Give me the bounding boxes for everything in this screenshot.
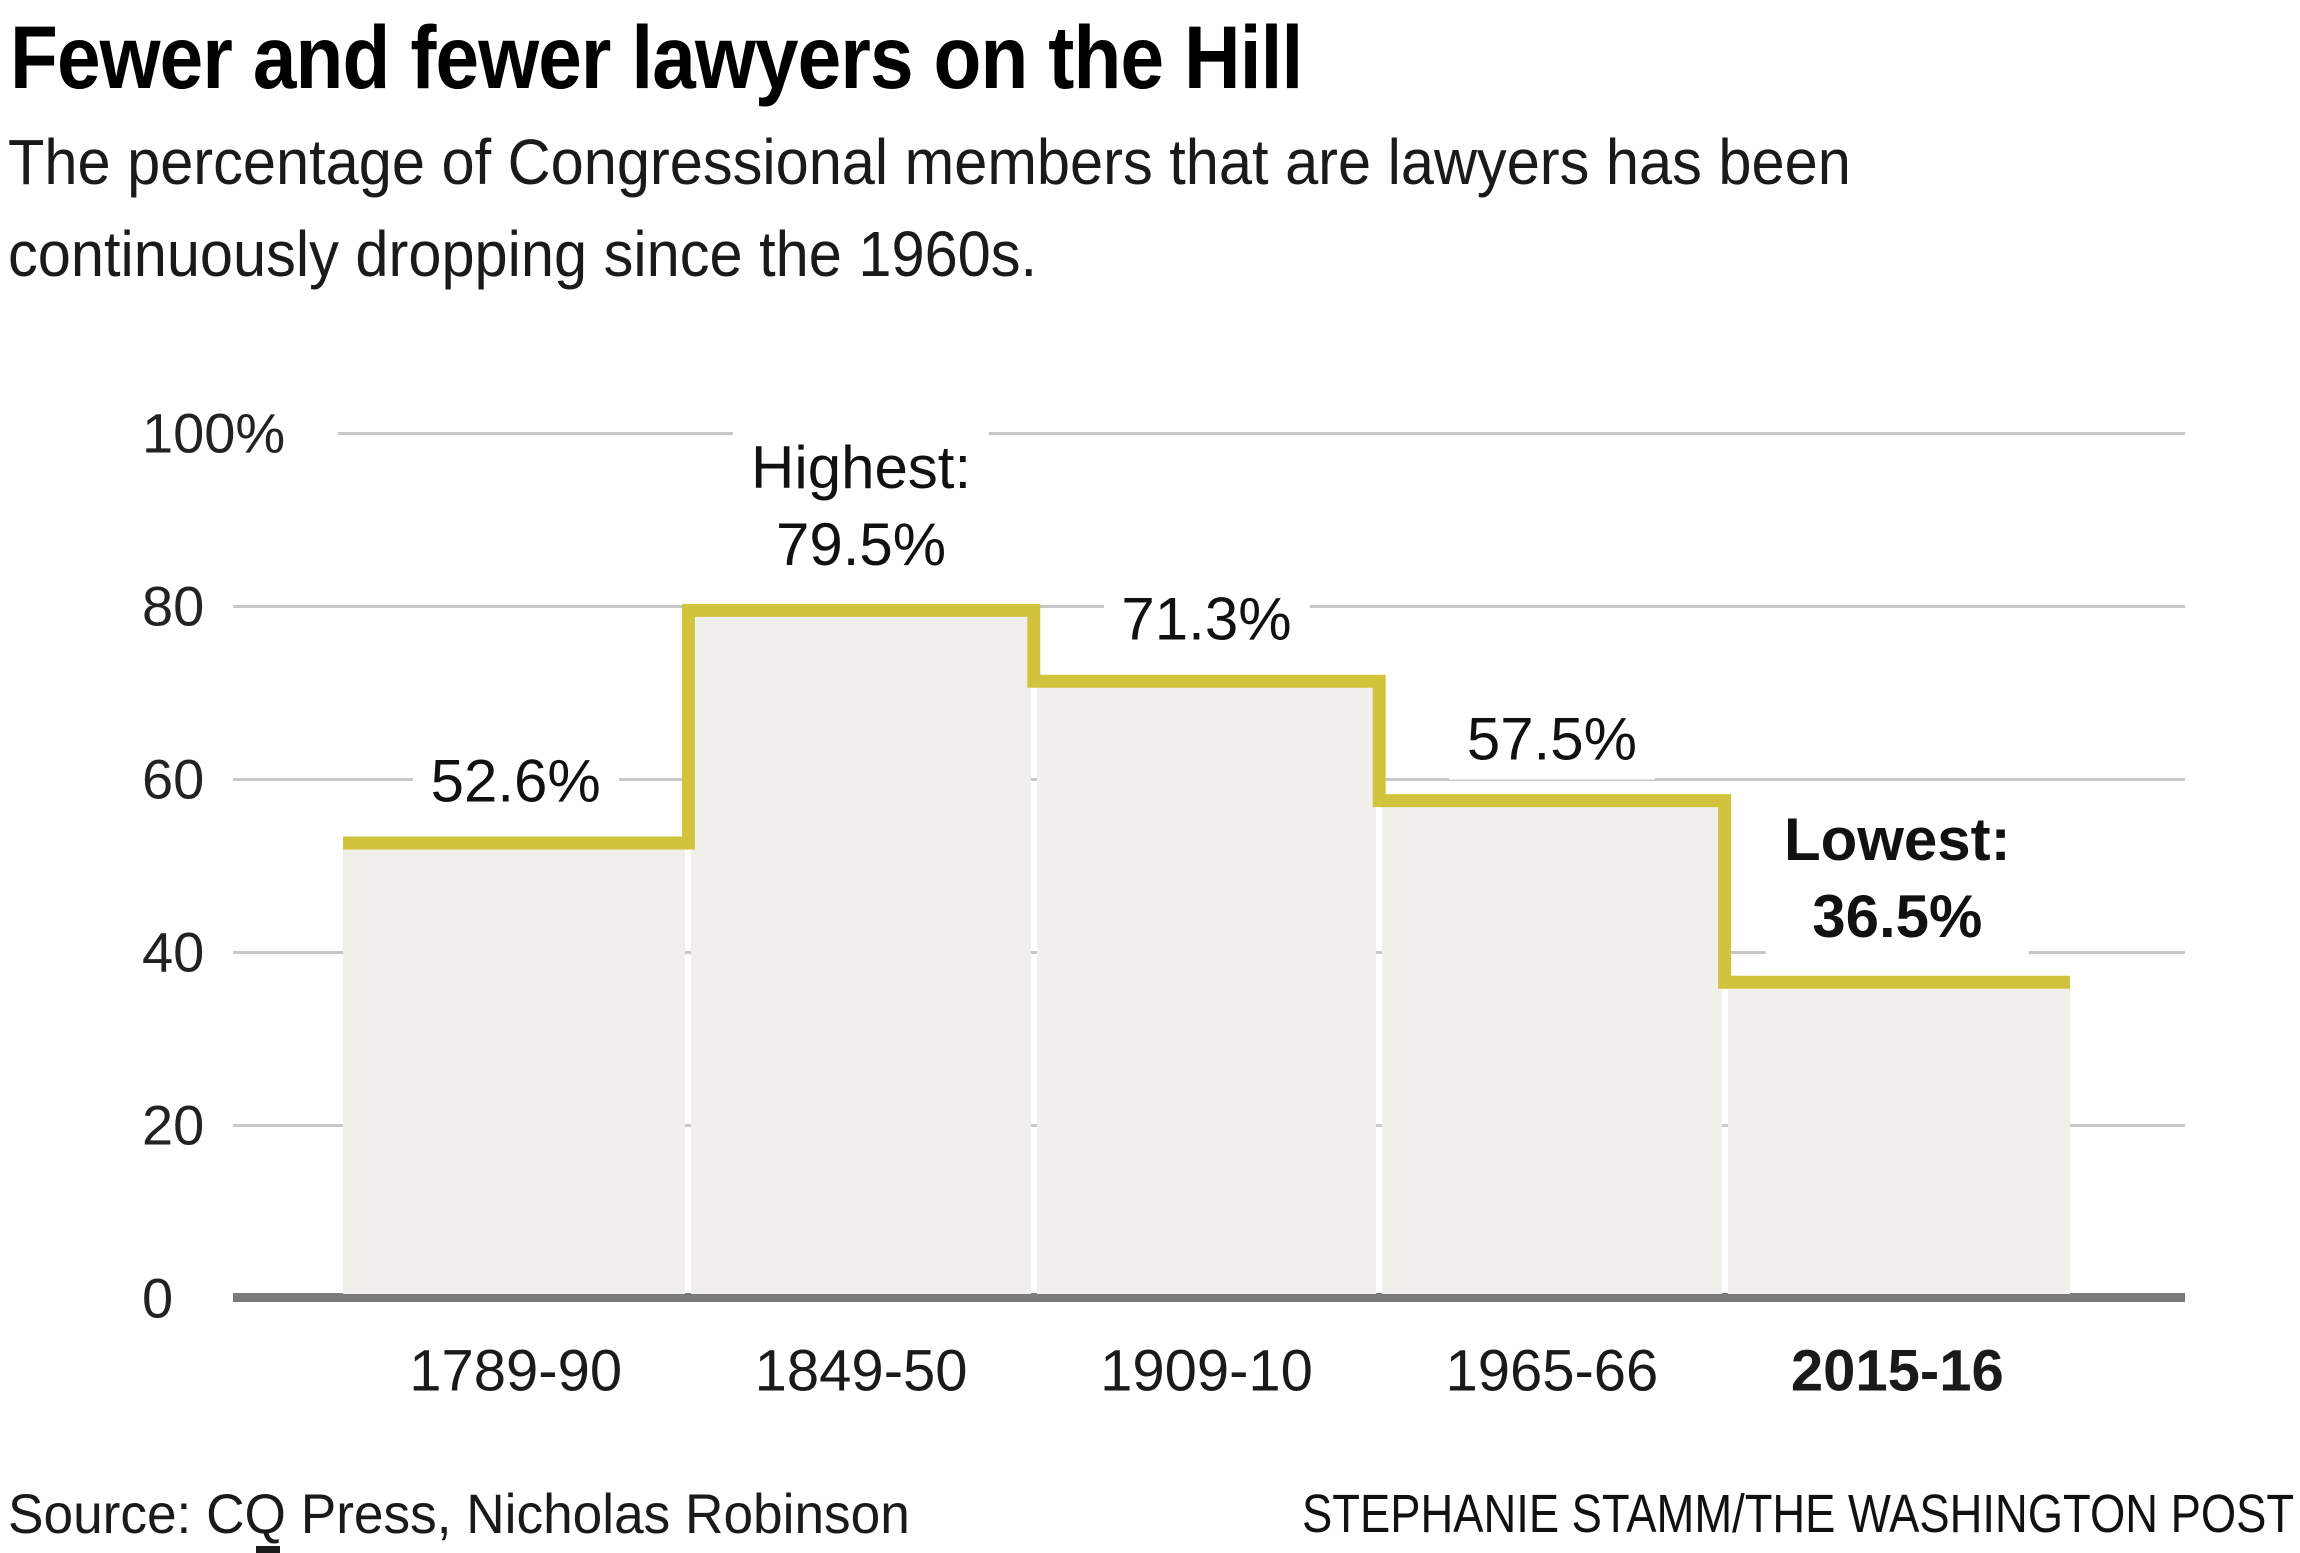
bar — [1382, 800, 1722, 1294]
x-axis-tick-label: 1789-90 — [409, 1338, 623, 1404]
bar-value-line: 71.3% — [1121, 585, 1292, 653]
y-axis-tick-label: 100% — [142, 401, 286, 465]
bar — [1727, 982, 2070, 1294]
subtitle-line-2: continuously dropping since the 1960s. — [8, 218, 1038, 290]
x-axis-baseline — [233, 1293, 2185, 1302]
bar — [343, 843, 686, 1294]
y-axis-tick-label: 60 — [142, 747, 205, 811]
bar-value-line: Lowest: — [1783, 806, 2011, 874]
bar — [1036, 681, 1377, 1294]
bar-value-line: 79.5% — [776, 511, 947, 579]
y-axis-tick-label: 80 — [142, 574, 205, 638]
subtitle-line-1: The percentage of Congressional members … — [8, 126, 1851, 198]
bar-value-line: 57.5% — [1466, 705, 1637, 773]
bar-value-line: 52.6% — [430, 747, 601, 815]
gridline — [338, 431, 2185, 435]
source-text: Source: CQ Press, Nicholas Robinson — [8, 1482, 910, 1545]
x-axis-tick-label: 1909-10 — [1100, 1338, 1313, 1404]
clipped-text-fragment — [256, 1546, 280, 1553]
credit-text: STEPHANIE STAMM/THE WASHINGTON POST — [1301, 1484, 2294, 1544]
bar — [691, 610, 1031, 1294]
x-axis-tick-label: 1965-66 — [1445, 1338, 1659, 1404]
chart-subtitle: The percentage of Congressional members … — [8, 116, 1851, 300]
y-axis-tick-label: 0 — [142, 1266, 174, 1330]
bar-value-line: 36.5% — [1812, 883, 1983, 951]
y-axis-tick-label: 20 — [142, 1093, 205, 1157]
x-axis-tick-label: 2015-16 — [1790, 1338, 2004, 1404]
bar-value-label: 52.6% — [412, 740, 619, 822]
bar-value-label: 57.5% — [1448, 698, 1655, 780]
bar-value-line: Highest: — [751, 434, 972, 502]
bar-value-label: Highest: 79.5% — [733, 427, 990, 586]
y-axis-tick-label: 40 — [142, 920, 205, 984]
x-axis-tick-label: 1849-50 — [754, 1338, 968, 1404]
bar-value-label: 71.3% — [1103, 578, 1310, 660]
bar-value-label: Lowest: 36.5% — [1765, 799, 2029, 958]
chart-title: Fewer and fewer lawyers on the Hill — [10, 7, 1303, 107]
